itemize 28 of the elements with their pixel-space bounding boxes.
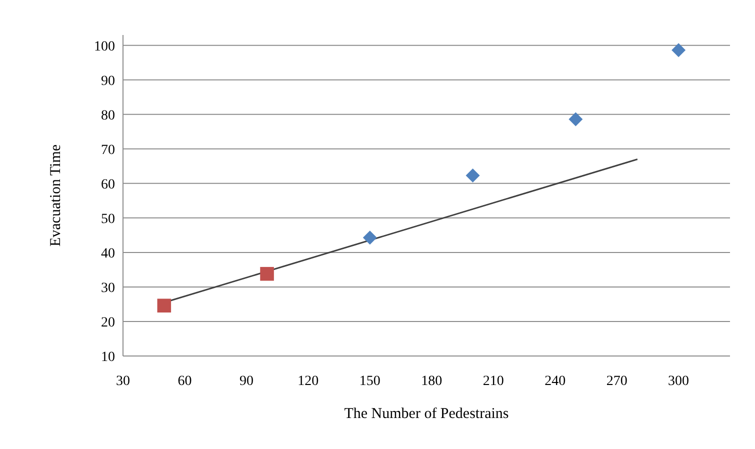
x-tick-label: 300 [668, 374, 690, 389]
x-tick-label: 120 [298, 374, 319, 389]
x-axis-title: The Number of Pedestrains [344, 406, 509, 422]
point [362, 230, 377, 245]
point [568, 112, 583, 126]
x-tick-label: 150 [359, 374, 380, 389]
x-tick-label: 210 [482, 374, 504, 389]
x-tick-label: 240 [544, 374, 566, 389]
y-tick-label: 40 [101, 246, 115, 262]
x-tick-label: 270 [606, 374, 628, 389]
x-tick-label: 180 [421, 374, 442, 389]
y-tick-label: 90 [101, 74, 115, 89]
x-tick-label: 90 [239, 374, 254, 389]
y-tick-label: 10 [101, 350, 115, 365]
y-axis-title: Evacuation Time [48, 144, 64, 247]
x-tick-label: 60 [178, 374, 192, 389]
y-tick-label: 20 [101, 315, 115, 330]
y-tick-label: 70 [101, 142, 115, 158]
point [672, 43, 686, 58]
x-tick-label: 30 [116, 374, 130, 389]
point [466, 168, 480, 182]
point [157, 298, 172, 312]
y-tick-label: 30 [101, 280, 115, 296]
y-tick-label: 100 [94, 39, 115, 54]
y-tick-label: 50 [101, 212, 115, 227]
y-tick-label: 80 [101, 108, 115, 124]
point [260, 266, 274, 281]
y-tick-label: 60 [101, 177, 115, 192]
